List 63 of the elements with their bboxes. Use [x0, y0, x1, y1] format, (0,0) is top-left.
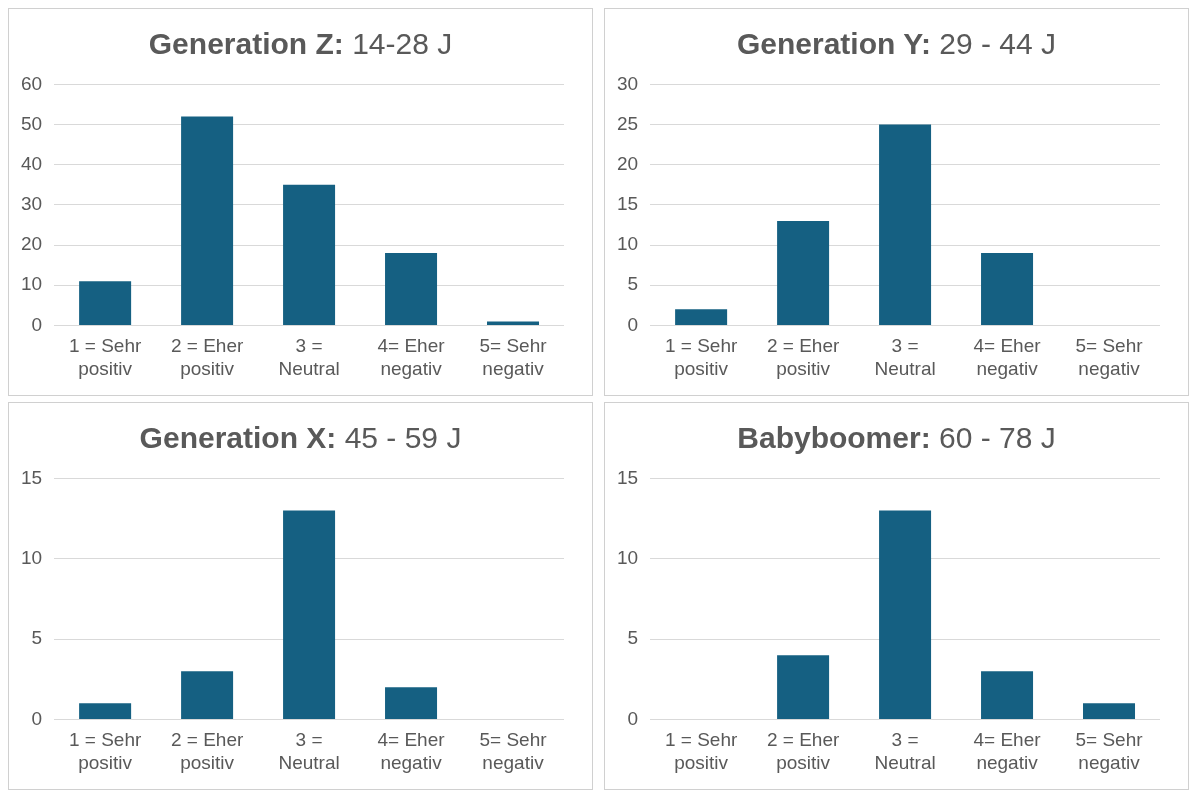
x-tick-label: 3 = Neutral [874, 335, 936, 379]
bar [981, 671, 1034, 719]
x-tick-label: 1 = Sehr positiv [68, 335, 142, 379]
y-tick-label: 20 [20, 233, 43, 255]
x-tick-label: 1 = Sehr positiv [664, 729, 738, 773]
x-tick-label: 4= Eher negativ [973, 335, 1042, 379]
y-tick-label: 0 [627, 707, 639, 729]
x-tick-label: 3 = Neutral [278, 729, 340, 773]
y-tick-label: 60 [20, 72, 43, 94]
x-tick-label: 3 = Neutral [278, 335, 340, 379]
y-tick-label: 10 [616, 546, 639, 568]
chart-title: Generation Y: 29 - 44 J [736, 26, 1057, 61]
x-tick-label: 4= Eher negativ [377, 729, 446, 773]
bar [879, 510, 932, 719]
x-tick-label: 2 = Eher positiv [766, 729, 840, 773]
bar [879, 124, 932, 325]
bar [777, 655, 830, 719]
bar [181, 671, 234, 719]
y-tick-label: 5 [627, 273, 639, 295]
y-tick-label: 0 [31, 707, 43, 729]
x-tick-label: 2 = Eher positiv [170, 335, 244, 379]
bar [79, 703, 132, 719]
bar [283, 184, 336, 325]
bar [283, 510, 336, 719]
y-tick-label: 5 [627, 627, 639, 649]
bar [181, 116, 234, 325]
y-tick-label: 30 [616, 72, 639, 94]
bar [777, 220, 830, 325]
y-tick-label: 25 [616, 112, 639, 134]
bar [79, 281, 132, 325]
y-tick-label: 0 [31, 313, 43, 335]
bar [981, 253, 1034, 325]
x-tick-label: 1 = Sehr positiv [664, 335, 738, 379]
y-tick-label: 10 [616, 233, 639, 255]
bar [385, 687, 438, 719]
x-tick-label: 5= Sehr negativ [479, 729, 548, 773]
y-tick-label: 5 [31, 627, 43, 649]
x-tick-label: 4= Eher negativ [973, 729, 1042, 773]
x-tick-label: 2 = Eher positiv [766, 335, 840, 379]
chart-title: Generation Z: 14-28 J [147, 26, 454, 61]
y-tick-label: 15 [616, 193, 639, 215]
x-tick-label: 4= Eher negativ [377, 335, 446, 379]
x-tick-label: 5= Sehr negativ [1075, 335, 1144, 379]
y-tick-label: 30 [20, 193, 43, 215]
x-tick-label: 5= Sehr negativ [479, 335, 548, 379]
x-tick-label: 5= Sehr negativ [1075, 729, 1144, 773]
x-tick-label: 1 = Sehr positiv [68, 729, 142, 773]
y-tick-label: 0 [627, 313, 639, 335]
y-tick-label: 15 [616, 466, 639, 488]
chart-title: Babyboomer: 60 - 78 J [736, 420, 1057, 455]
y-tick-label: 50 [20, 112, 43, 134]
bar [1083, 703, 1136, 719]
y-tick-label: 10 [20, 273, 43, 295]
y-tick-label: 10 [20, 546, 43, 568]
x-tick-label: 2 = Eher positiv [170, 729, 244, 773]
y-tick-label: 15 [20, 466, 43, 488]
x-tick-label: 3 = Neutral [874, 729, 936, 773]
bar [487, 321, 540, 325]
chart-title: Generation X: 45 - 59 J [138, 420, 463, 455]
bar [385, 253, 438, 325]
y-tick-label: 20 [616, 152, 639, 174]
y-tick-label: 40 [20, 152, 43, 174]
bar [675, 309, 728, 325]
